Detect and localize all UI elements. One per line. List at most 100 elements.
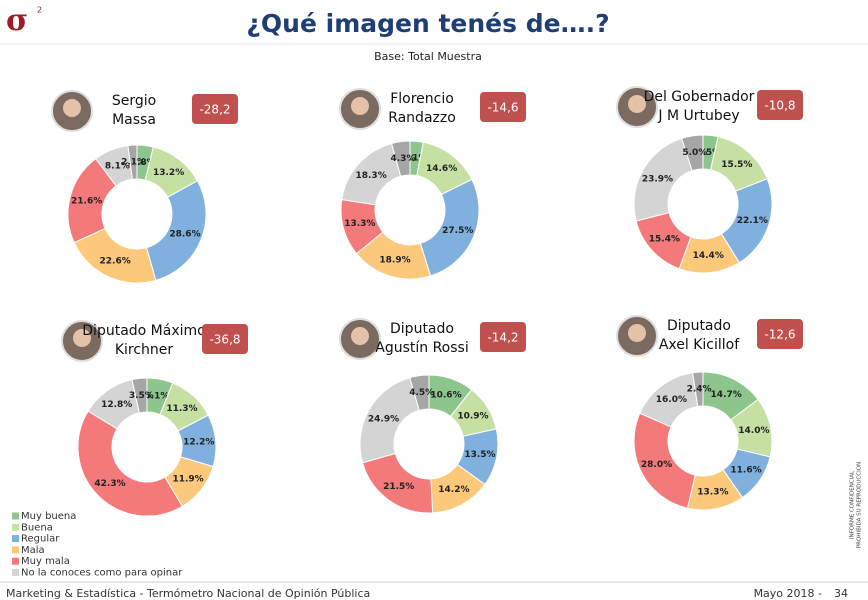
candidate-name: Agustín Rossi [375, 340, 468, 356]
value-label: 11.3% [166, 404, 197, 414]
legend-swatch [12, 523, 19, 531]
value-label: 15.4% [649, 234, 680, 244]
side-note: INFORME CONFIDENCIAL PROHIBIDA SU REPROD… [850, 462, 863, 548]
value-label: 27.5% [442, 226, 473, 236]
value-label: 10.9% [457, 412, 488, 422]
candidate-name: Florencio [390, 91, 454, 107]
donut-segment [131, 377, 148, 414]
value-label: 3.5% [696, 148, 721, 158]
photo-face [351, 327, 369, 345]
legend-swatch [12, 569, 19, 576]
legend-label: Regular [21, 534, 60, 545]
photo-face [63, 99, 81, 117]
candidate-name: Diputado Máximo [82, 323, 205, 339]
value-label: 18.3% [355, 171, 386, 181]
legend-swatch [12, 546, 19, 554]
badge: -28,2 [199, 103, 230, 117]
value-label: 28.0% [641, 460, 672, 470]
value-label: 2.1% [121, 158, 146, 168]
candidate-name: Diputado [667, 318, 731, 334]
side-note-line: PROHIBIDA SU REPRODUCCION [857, 462, 863, 548]
legend-swatch [12, 535, 19, 543]
donut-segment [127, 144, 138, 180]
value-label: 18.9% [379, 255, 410, 265]
value-label: 2.4% [687, 385, 712, 395]
legend-label: Mala [21, 545, 45, 556]
badge-box [757, 319, 803, 349]
value-label: 21.6% [71, 197, 102, 207]
value-label: 16.0% [656, 395, 687, 405]
value-label: 10.6% [430, 390, 461, 400]
value-label: 6.1% [144, 391, 169, 401]
value-label: 12.2% [183, 438, 214, 448]
charts: 3.8%13.2% 28.6% 22.6% 21.6% 8.1%2.1% Sergio Ma… [12, 86, 803, 579]
value-label: 14.7% [711, 390, 742, 400]
value-label: 4.5% [409, 388, 434, 398]
legend-label: No la conoces como para opinar [21, 568, 183, 579]
badge: -10,8 [764, 99, 795, 113]
footer-date: Mayo 2018 - [754, 587, 822, 600]
legend-label: Buena [21, 522, 53, 533]
value-label: 13.2% [153, 168, 184, 178]
donut-segment [692, 371, 704, 407]
legend-swatch [12, 557, 19, 565]
photo-face [628, 95, 646, 113]
donut-segment [633, 412, 696, 509]
value-label: 14.6% [426, 164, 457, 174]
badge-box [192, 94, 238, 124]
candidate-name: J M Urtubey [657, 108, 739, 124]
candidate-name: Kirchner [115, 342, 174, 358]
value-label: 13.3% [697, 488, 728, 498]
candidate-name: Sergio [112, 93, 156, 109]
value-label: 28.6% [169, 230, 200, 240]
value-label: 22.1% [737, 216, 768, 226]
value-label: 14.4% [693, 251, 724, 261]
badge: -14,6 [487, 101, 518, 115]
value-label: 11.6% [730, 466, 761, 476]
title: ¿Qué imagen tenés de….? [246, 9, 609, 38]
subtitle: Base: Total Muestra [374, 50, 482, 63]
value-label: 42.3% [94, 479, 125, 489]
value-label: 8.1% [105, 161, 130, 171]
value-label: 13.5% [464, 450, 495, 460]
donut-segment [77, 410, 183, 517]
photo-face [628, 324, 646, 342]
candidate-name: Randazzo [388, 110, 456, 126]
value-label: 5.0% [682, 148, 707, 158]
badge-box [757, 90, 803, 120]
legend-label: Muy mala [21, 556, 70, 567]
badge: -12,6 [764, 328, 795, 342]
logo: σ [6, 3, 28, 38]
side-note-line: INFORME CONFIDENCIAL [850, 470, 856, 539]
candidate-name: Diputado [390, 321, 454, 337]
donut-segment [390, 140, 411, 177]
badge-box [480, 92, 526, 122]
donut-segment [419, 178, 480, 277]
value-label: 3.5% [129, 391, 154, 401]
donut-segment [681, 134, 704, 172]
value-label: 24.9% [368, 414, 399, 424]
badge: -14,2 [487, 331, 518, 345]
value-label: 14.2% [438, 485, 469, 495]
value-label: 12.8% [101, 400, 132, 410]
footer-left: Marketing & Estadística - Termómetro Nac… [6, 587, 370, 600]
badge-box [480, 322, 526, 352]
value-label: 11.9% [172, 474, 203, 484]
donut-segment [145, 180, 207, 281]
value-label: 22.6% [100, 257, 131, 267]
value-label: 21.5% [383, 482, 414, 492]
candidate-name: Axel Kicillof [659, 337, 740, 353]
photo-face [351, 97, 369, 115]
value-label: 13.3% [344, 219, 375, 229]
value-label: 15.5% [721, 160, 752, 170]
logo-sup: 2 [37, 6, 42, 15]
badge-box [202, 324, 248, 354]
candidate-name: Del Gobernador [644, 89, 755, 105]
footer-page: 34 [834, 587, 848, 600]
legend-label: Muy buena [21, 511, 76, 522]
donut-segment [409, 374, 430, 412]
value-label: 23.9% [642, 174, 673, 184]
value-label: 4.3% [391, 154, 416, 164]
candidate-name: Massa [112, 112, 156, 128]
